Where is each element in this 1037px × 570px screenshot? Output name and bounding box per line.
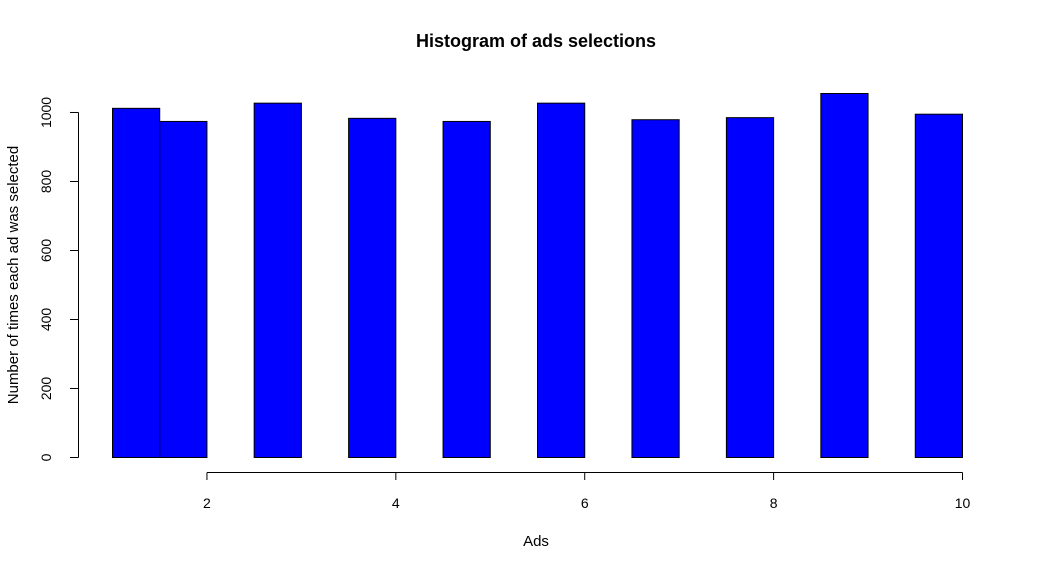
x-tick-label: 4	[392, 495, 400, 511]
bar-10	[914, 113, 963, 459]
y-tick-label: 1000	[38, 97, 54, 128]
x-tick-label: 10	[955, 495, 971, 511]
chart-title: Histogram of ads selections	[416, 31, 656, 51]
y-axis-label: Number of times each ad was selected	[5, 146, 22, 404]
x-tick-label: 6	[581, 495, 589, 511]
x-tick-label: 2	[203, 495, 211, 511]
y-axis: 0 200 400 600 800 1000	[38, 97, 79, 461]
bar-8	[725, 117, 775, 458]
bar-5	[442, 120, 491, 458]
bar-1	[112, 107, 161, 458]
y-tick-label: 400	[38, 308, 54, 332]
bar-2	[159, 120, 208, 458]
y-tick-label: 200	[38, 377, 54, 401]
x-tick-label: 8	[770, 495, 778, 511]
bar-9	[820, 93, 869, 458]
bar-4	[348, 117, 397, 458]
y-tick-label: 600	[38, 239, 54, 263]
x-axis: 2 4 6 8 10	[203, 472, 971, 511]
bar-3	[253, 102, 302, 458]
y-tick-label: 0	[38, 453, 54, 461]
x-axis-label: Ads	[523, 533, 549, 550]
bar-6	[537, 102, 586, 458]
y-tick-label: 800	[38, 170, 54, 194]
bar-7	[631, 119, 680, 458]
bars-group	[112, 93, 963, 459]
